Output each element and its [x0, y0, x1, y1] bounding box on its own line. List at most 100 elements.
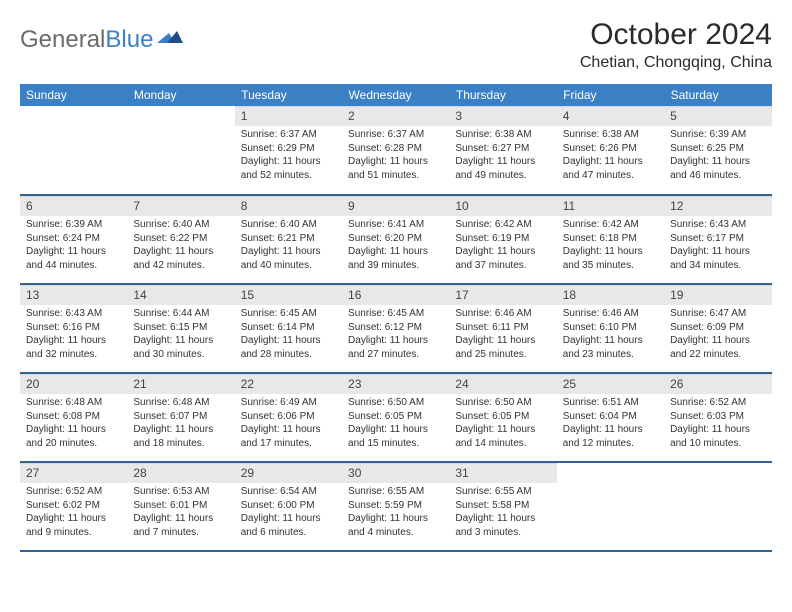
- day-number: 3: [449, 106, 556, 126]
- sunset-line: Sunset: 6:12 PM: [348, 321, 443, 335]
- sunrise-line: Sunrise: 6:46 AM: [563, 307, 658, 321]
- sunset-line: Sunset: 6:21 PM: [241, 232, 336, 246]
- calendar-cell: 31Sunrise: 6:55 AMSunset: 5:58 PMDayligh…: [449, 462, 556, 551]
- day-number: 10: [449, 196, 556, 216]
- day-details: Sunrise: 6:39 AMSunset: 6:24 PMDaylight:…: [20, 216, 127, 276]
- calendar-cell: 5Sunrise: 6:39 AMSunset: 6:25 PMDaylight…: [664, 106, 771, 195]
- calendar-table: SundayMondayTuesdayWednesdayThursdayFrid…: [20, 84, 772, 552]
- sunset-line: Sunset: 6:27 PM: [455, 142, 550, 156]
- sunrise-line: Sunrise: 6:46 AM: [455, 307, 550, 321]
- calendar-row: 6Sunrise: 6:39 AMSunset: 6:24 PMDaylight…: [20, 195, 772, 284]
- calendar-row: 13Sunrise: 6:43 AMSunset: 6:16 PMDayligh…: [20, 284, 772, 373]
- calendar-cell: 22Sunrise: 6:49 AMSunset: 6:06 PMDayligh…: [235, 373, 342, 462]
- daylight-line: Daylight: 11 hours and 17 minutes.: [241, 423, 336, 450]
- calendar-cell: 16Sunrise: 6:45 AMSunset: 6:12 PMDayligh…: [342, 284, 449, 373]
- calendar-cell: 15Sunrise: 6:45 AMSunset: 6:14 PMDayligh…: [235, 284, 342, 373]
- page-header: GeneralBlue October 2024 Chetian, Chongq…: [20, 18, 772, 72]
- day-details: Sunrise: 6:40 AMSunset: 6:22 PMDaylight:…: [127, 216, 234, 276]
- calendar-cell: 10Sunrise: 6:42 AMSunset: 6:19 PMDayligh…: [449, 195, 556, 284]
- sunset-line: Sunset: 6:26 PM: [563, 142, 658, 156]
- weekday-header: Saturday: [664, 84, 771, 106]
- calendar-cell: 4Sunrise: 6:38 AMSunset: 6:26 PMDaylight…: [557, 106, 664, 195]
- day-details: Sunrise: 6:44 AMSunset: 6:15 PMDaylight:…: [127, 305, 234, 365]
- day-number: 2: [342, 106, 449, 126]
- day-details: Sunrise: 6:37 AMSunset: 6:29 PMDaylight:…: [235, 126, 342, 186]
- sunrise-line: Sunrise: 6:40 AM: [133, 218, 228, 232]
- sunrise-line: Sunrise: 6:43 AM: [670, 218, 765, 232]
- brand-part2: Blue: [105, 26, 153, 53]
- daylight-line: Daylight: 11 hours and 52 minutes.: [241, 155, 336, 182]
- day-details: Sunrise: 6:42 AMSunset: 6:18 PMDaylight:…: [557, 216, 664, 276]
- day-number: 22: [235, 374, 342, 394]
- day-details: Sunrise: 6:38 AMSunset: 6:27 PMDaylight:…: [449, 126, 556, 186]
- calendar-cell: 28Sunrise: 6:53 AMSunset: 6:01 PMDayligh…: [127, 462, 234, 551]
- day-number: 9: [342, 196, 449, 216]
- sunrise-line: Sunrise: 6:50 AM: [455, 396, 550, 410]
- weekday-header: Tuesday: [235, 84, 342, 106]
- day-number: 31: [449, 463, 556, 483]
- daylight-line: Daylight: 11 hours and 4 minutes.: [348, 512, 443, 539]
- sunset-line: Sunset: 6:15 PM: [133, 321, 228, 335]
- day-details: Sunrise: 6:47 AMSunset: 6:09 PMDaylight:…: [664, 305, 771, 365]
- daylight-line: Daylight: 11 hours and 37 minutes.: [455, 245, 550, 272]
- sunset-line: Sunset: 5:58 PM: [455, 499, 550, 513]
- sunset-line: Sunset: 6:04 PM: [563, 410, 658, 424]
- day-number: 7: [127, 196, 234, 216]
- day-number: 25: [557, 374, 664, 394]
- daylight-line: Daylight: 11 hours and 20 minutes.: [26, 423, 121, 450]
- month-title: October 2024: [580, 18, 772, 52]
- sunset-line: Sunset: 6:00 PM: [241, 499, 336, 513]
- calendar-cell: 19Sunrise: 6:47 AMSunset: 6:09 PMDayligh…: [664, 284, 771, 373]
- day-details: Sunrise: 6:43 AMSunset: 6:16 PMDaylight:…: [20, 305, 127, 365]
- day-details: Sunrise: 6:38 AMSunset: 6:26 PMDaylight:…: [557, 126, 664, 186]
- daylight-line: Daylight: 11 hours and 35 minutes.: [563, 245, 658, 272]
- weekday-header: Monday: [127, 84, 234, 106]
- sunset-line: Sunset: 6:22 PM: [133, 232, 228, 246]
- sunset-line: Sunset: 6:02 PM: [26, 499, 121, 513]
- day-number: 4: [557, 106, 664, 126]
- sunset-line: Sunset: 6:01 PM: [133, 499, 228, 513]
- calendar-body: 1Sunrise: 6:37 AMSunset: 6:29 PMDaylight…: [20, 106, 772, 551]
- day-details: Sunrise: 6:51 AMSunset: 6:04 PMDaylight:…: [557, 394, 664, 454]
- calendar-cell: 17Sunrise: 6:46 AMSunset: 6:11 PMDayligh…: [449, 284, 556, 373]
- day-number: 18: [557, 285, 664, 305]
- daylight-line: Daylight: 11 hours and 22 minutes.: [670, 334, 765, 361]
- sunset-line: Sunset: 6:28 PM: [348, 142, 443, 156]
- calendar-cell-empty: [664, 462, 771, 551]
- calendar-cell: 7Sunrise: 6:40 AMSunset: 6:22 PMDaylight…: [127, 195, 234, 284]
- day-details: Sunrise: 6:41 AMSunset: 6:20 PMDaylight:…: [342, 216, 449, 276]
- day-details: Sunrise: 6:50 AMSunset: 6:05 PMDaylight:…: [342, 394, 449, 454]
- calendar-cell: 3Sunrise: 6:38 AMSunset: 6:27 PMDaylight…: [449, 106, 556, 195]
- sunset-line: Sunset: 6:17 PM: [670, 232, 765, 246]
- logo-flag-icon: [157, 29, 183, 52]
- calendar-cell: 25Sunrise: 6:51 AMSunset: 6:04 PMDayligh…: [557, 373, 664, 462]
- calendar-cell: 26Sunrise: 6:52 AMSunset: 6:03 PMDayligh…: [664, 373, 771, 462]
- daylight-line: Daylight: 11 hours and 9 minutes.: [26, 512, 121, 539]
- calendar-cell: 27Sunrise: 6:52 AMSunset: 6:02 PMDayligh…: [20, 462, 127, 551]
- sunrise-line: Sunrise: 6:48 AM: [26, 396, 121, 410]
- daylight-line: Daylight: 11 hours and 6 minutes.: [241, 512, 336, 539]
- sunset-line: Sunset: 6:25 PM: [670, 142, 765, 156]
- day-details: Sunrise: 6:46 AMSunset: 6:10 PMDaylight:…: [557, 305, 664, 365]
- day-number: 8: [235, 196, 342, 216]
- calendar-cell: 21Sunrise: 6:48 AMSunset: 6:07 PMDayligh…: [127, 373, 234, 462]
- day-details: Sunrise: 6:45 AMSunset: 6:12 PMDaylight:…: [342, 305, 449, 365]
- sunrise-line: Sunrise: 6:40 AM: [241, 218, 336, 232]
- calendar-cell: 8Sunrise: 6:40 AMSunset: 6:21 PMDaylight…: [235, 195, 342, 284]
- day-details: Sunrise: 6:55 AMSunset: 5:58 PMDaylight:…: [449, 483, 556, 543]
- daylight-line: Daylight: 11 hours and 18 minutes.: [133, 423, 228, 450]
- day-details: Sunrise: 6:48 AMSunset: 6:07 PMDaylight:…: [127, 394, 234, 454]
- day-number: 28: [127, 463, 234, 483]
- calendar-cell: 24Sunrise: 6:50 AMSunset: 6:05 PMDayligh…: [449, 373, 556, 462]
- day-number: 21: [127, 374, 234, 394]
- day-details: Sunrise: 6:37 AMSunset: 6:28 PMDaylight:…: [342, 126, 449, 186]
- calendar-cell: 14Sunrise: 6:44 AMSunset: 6:15 PMDayligh…: [127, 284, 234, 373]
- calendar-cell-empty: [557, 462, 664, 551]
- sunrise-line: Sunrise: 6:47 AM: [670, 307, 765, 321]
- calendar-cell: 1Sunrise: 6:37 AMSunset: 6:29 PMDaylight…: [235, 106, 342, 195]
- daylight-line: Daylight: 11 hours and 34 minutes.: [670, 245, 765, 272]
- sunset-line: Sunset: 6:16 PM: [26, 321, 121, 335]
- daylight-line: Daylight: 11 hours and 10 minutes.: [670, 423, 765, 450]
- sunset-line: Sunset: 6:05 PM: [455, 410, 550, 424]
- sunrise-line: Sunrise: 6:55 AM: [455, 485, 550, 499]
